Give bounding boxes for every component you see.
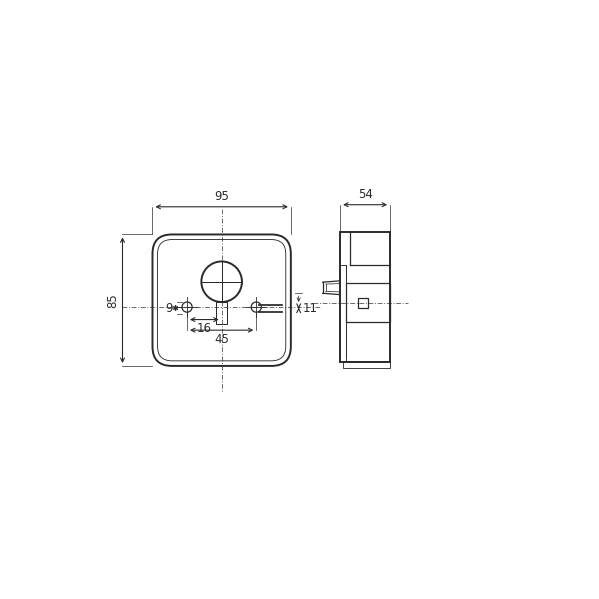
Bar [343, 361, 390, 368]
Text: 9: 9 [166, 301, 173, 314]
Bar [358, 298, 368, 308]
Text: 54: 54 [358, 188, 373, 201]
Text: 16: 16 [197, 322, 212, 335]
Text: 95: 95 [214, 190, 229, 203]
Text: 45: 45 [214, 334, 229, 346]
Bar [340, 232, 390, 362]
Text: 85: 85 [106, 293, 119, 307]
Bar [346, 283, 390, 322]
Bar [216, 302, 227, 324]
Text: 11: 11 [302, 302, 317, 314]
